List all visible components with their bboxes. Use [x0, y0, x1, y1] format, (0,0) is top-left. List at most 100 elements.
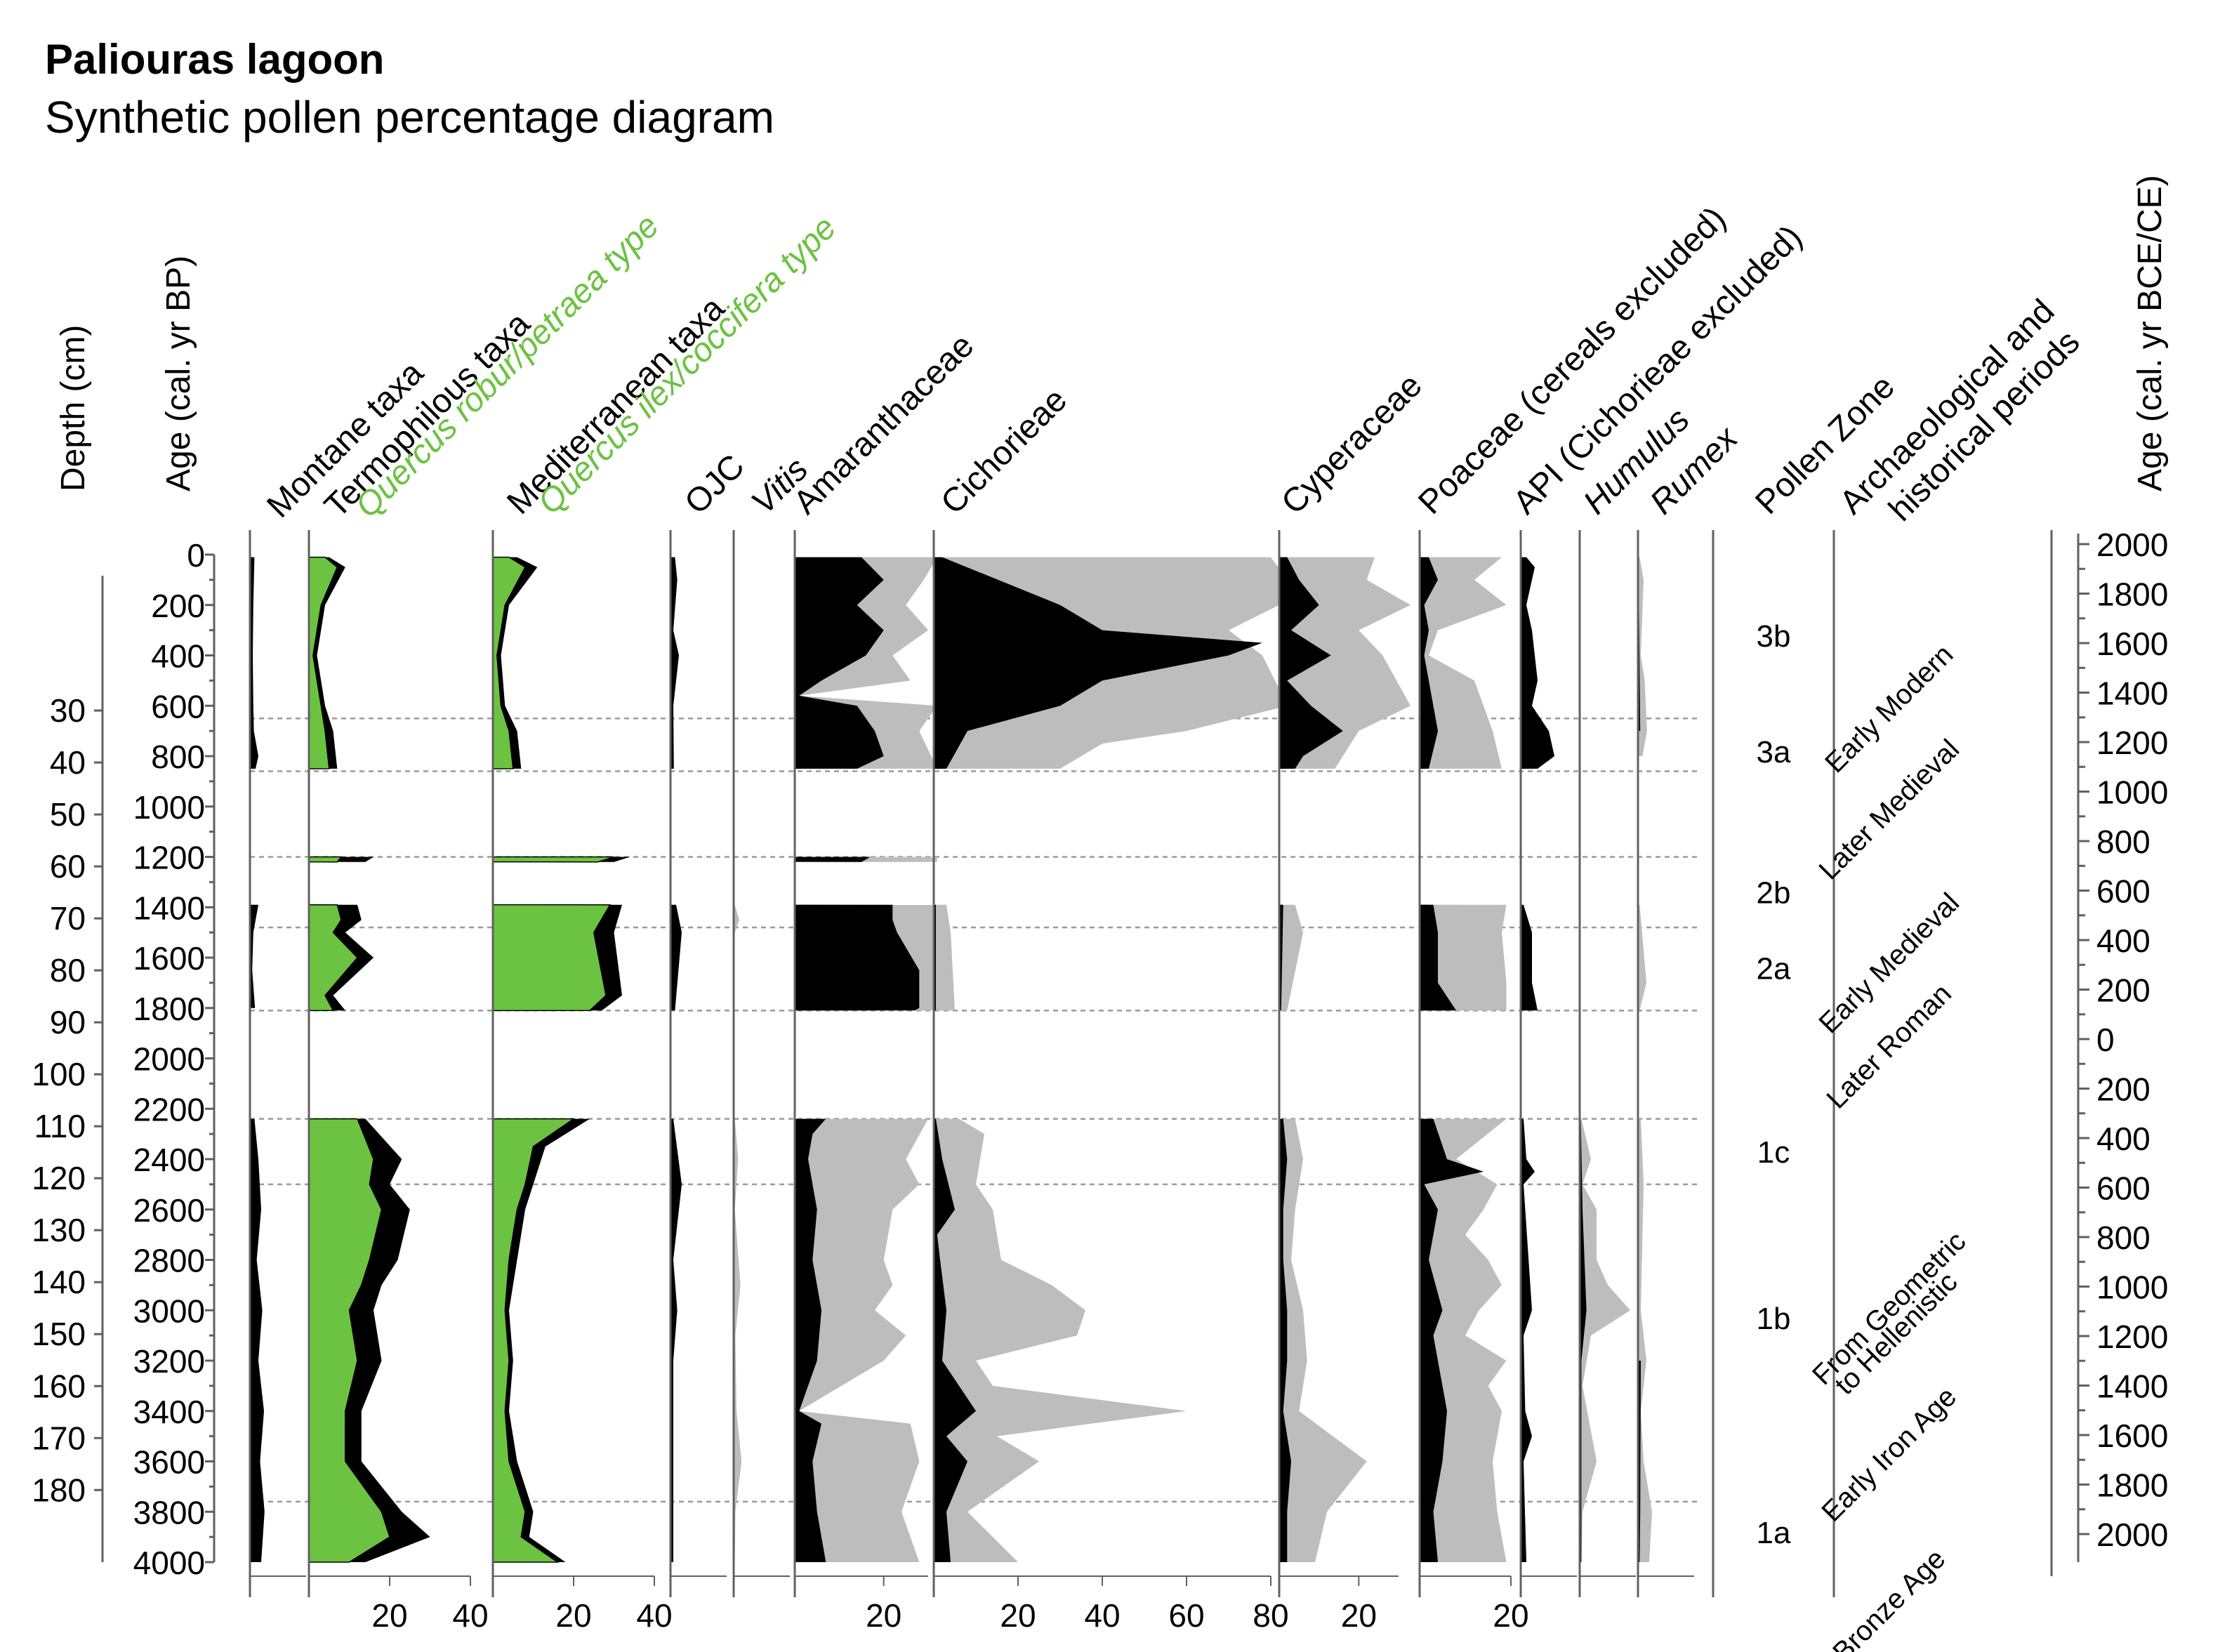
chart-subtitle: Synthetic pollen percentage diagram [45, 92, 774, 143]
series-area [1279, 904, 1303, 1011]
series-area [795, 1118, 928, 1562]
series-area [308, 556, 338, 769]
pollen-column-6 [932, 530, 1288, 1597]
calendar-tick-label: 1000 [2096, 1269, 2168, 1306]
pollen-zone-label: 2b [1757, 876, 1791, 911]
depth-tick-label: 100 [32, 1056, 86, 1092]
series-area [250, 904, 258, 1008]
series-area [1279, 1118, 1291, 1562]
age-tick-label: 400 [151, 638, 205, 675]
calendar-tick-label: 1800 [2096, 1467, 2168, 1504]
pollen-column-2 [491, 530, 655, 1597]
column-tick-label: 20 [1493, 1597, 1528, 1634]
age-tick-label: 200 [151, 588, 205, 624]
calendar-tick-label: 800 [2096, 1220, 2151, 1256]
column-tick-label: 20 [371, 1597, 407, 1634]
series-area [250, 557, 258, 769]
chart-title: Paliouras lagoon [45, 36, 385, 83]
period-label: Bronze Age [1827, 1543, 1951, 1652]
series-area [1521, 1118, 1535, 1562]
column-tick-label: 40 [1084, 1597, 1120, 1634]
series-area [492, 1118, 576, 1563]
series-area [1580, 1118, 1630, 1562]
column-label: Cyperaceae [1274, 366, 1429, 521]
depth-tick-label: 180 [32, 1472, 86, 1508]
age-tick-label: 800 [151, 739, 205, 775]
series-area [795, 857, 871, 862]
age-tick-label: 3400 [133, 1394, 205, 1430]
age-tick-label: 2400 [133, 1142, 205, 1178]
series-area [795, 557, 884, 769]
period-label: Early Iron Age [1816, 1381, 1962, 1528]
pollen-column-9 [1519, 530, 1577, 1597]
calendar-tick-label: 1200 [2096, 1319, 2168, 1355]
series-area [934, 557, 1262, 769]
calendar-tick-label: 1600 [2096, 1418, 2168, 1454]
depth-tick-label: 110 [34, 1108, 86, 1144]
pollen-zone-label: 1c [1757, 1135, 1790, 1170]
calendar-tick-label: 1400 [2096, 675, 2168, 712]
depth-tick-label: 70 [50, 900, 86, 937]
pollen-zone-label: 2a [1757, 951, 1791, 986]
age-tick-label: 1800 [133, 991, 205, 1027]
depth-tick-label: 150 [32, 1316, 86, 1352]
calendar-tick-label: 1400 [2096, 1368, 2168, 1405]
series-area [670, 904, 682, 1011]
age-tick-label: 600 [151, 688, 205, 725]
pollen-column-11 [1637, 530, 1694, 1597]
depth-tick-label: 60 [50, 848, 86, 885]
pollen-column-3 [669, 530, 727, 1597]
pollen-column-5 [793, 530, 937, 1597]
age-tick-label: 0 [187, 537, 205, 574]
series-area [1420, 557, 1438, 769]
depth-tick-label: 140 [32, 1264, 86, 1300]
pollen-zone-label: 3a [1757, 735, 1791, 769]
series-area [1279, 1118, 1367, 1562]
age-tick-label: 1200 [133, 840, 205, 876]
series-area [670, 557, 679, 769]
depth-tick-label: 50 [50, 796, 86, 833]
series-area [734, 1118, 742, 1562]
calendar-axis-label: Age (cal. yr BCE/CE) [2132, 175, 2169, 491]
calendar-tick-label: 400 [2096, 923, 2151, 959]
age-tick-label: 3000 [133, 1293, 205, 1329]
calendar-tick-label: 2000 [2096, 1516, 2168, 1553]
series-area [492, 904, 612, 1012]
series-area [1420, 557, 1507, 769]
pollen-zone-label: 1b [1757, 1302, 1791, 1336]
calendar-tick-label: 1200 [2096, 725, 2168, 761]
series-area [734, 904, 739, 1011]
series-area [934, 1118, 1187, 1562]
series-area [1580, 1118, 1587, 1562]
depth-tick-label: 30 [50, 692, 86, 729]
calendar-tick-label: 400 [2096, 1121, 2151, 1157]
depth-tick-label: 160 [32, 1368, 86, 1404]
column-tick-label: 20 [1000, 1597, 1036, 1634]
series-area [250, 1118, 265, 1562]
series-area [1521, 557, 1554, 769]
age-tick-label: 1400 [133, 890, 205, 926]
age-tick-label: 4000 [133, 1545, 205, 1581]
column-label: Cichorieae [934, 381, 1074, 522]
pollen-column-10 [1578, 530, 1636, 1597]
series-area [934, 904, 955, 1011]
column-tick-label: 40 [452, 1597, 488, 1634]
calendar-tick-label: 600 [2096, 873, 2151, 910]
age-tick-label: 1600 [133, 940, 205, 977]
column-tick-label: 20 [1341, 1597, 1377, 1634]
series-area [1279, 557, 1343, 769]
series-area [308, 904, 359, 1012]
calendar-tick-label: 200 [2096, 972, 2151, 1009]
pollen-column-0 [249, 530, 306, 1597]
age-tick-label: 3200 [133, 1343, 205, 1380]
series-area [1638, 557, 1647, 756]
column-tick-label: 20 [866, 1597, 901, 1634]
series-area [492, 856, 614, 863]
series-area [795, 904, 920, 1011]
calendar-tick-label: 200 [2096, 1071, 2151, 1108]
series-area [670, 1118, 682, 1562]
pollen-column-7 [1278, 530, 1411, 1597]
age-axis-label: Age (cal. yr BP) [160, 256, 197, 491]
column-tick-label: 20 [555, 1597, 591, 1634]
age-tick-label: 2200 [133, 1091, 205, 1128]
